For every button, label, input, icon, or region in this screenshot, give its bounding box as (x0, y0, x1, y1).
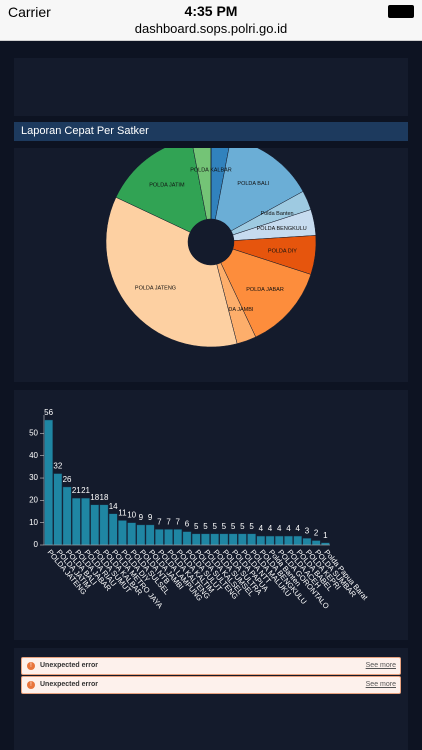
bar (238, 533, 247, 546)
data-label: 3 (305, 526, 310, 535)
pie-slice (105, 196, 238, 348)
battery (388, 5, 414, 18)
bar (321, 542, 330, 546)
y-tick-label: 30 (29, 473, 38, 482)
data-label: 7 (176, 517, 181, 526)
time: 4:35 PM (184, 3, 238, 19)
slice-label: POLDA JATIM (149, 183, 185, 189)
bar (81, 497, 90, 546)
slice-label: POLDA DIY (268, 248, 297, 254)
bar (62, 486, 72, 546)
y-tick-label: 50 (29, 429, 38, 438)
y-tick-label: 10 (29, 518, 38, 527)
error-message: Unexpected error (40, 662, 98, 669)
section-header: Laporan Cepat Per Satker (14, 122, 408, 141)
bar (201, 533, 210, 546)
data-label: 9 (148, 513, 153, 522)
data-label: 1 (323, 531, 328, 540)
bar (219, 533, 229, 546)
see-more-link[interactable]: See more (365, 681, 396, 688)
pie-slice (220, 248, 312, 338)
bar (228, 533, 238, 546)
bar (136, 524, 146, 546)
data-label: 14 (109, 502, 118, 511)
data-label: 4 (286, 524, 291, 533)
bar (182, 531, 192, 546)
slice-label: POLDA BALI (237, 181, 269, 187)
bar (53, 473, 63, 546)
data-label: 56 (44, 408, 53, 417)
error-icon: ! (27, 662, 35, 670)
status-bar: Carrier 4:35 PM dashboard.sops.polri.go.… (0, 0, 422, 41)
error-message: Unexpected error (40, 681, 98, 688)
data-label: 2 (314, 529, 319, 538)
bar (118, 520, 127, 546)
data-label: 6 (185, 520, 190, 529)
error-banner: ! Unexpected error See more (21, 657, 401, 675)
pie-chart: POLDA BALI Polda Banten POLDA BENGKULU POLD… (105, 136, 317, 348)
data-label: 21 (81, 486, 90, 495)
data-label: 4 (277, 524, 282, 533)
data-label: 18 (90, 493, 99, 502)
y-tick-label: 20 (29, 495, 38, 504)
slice-label: POLDA JABAR (246, 287, 284, 293)
slice-label: POLDA JATENG (135, 285, 176, 291)
data-label: 9 (139, 513, 144, 522)
bar (71, 497, 81, 546)
bar (108, 513, 118, 546)
bar (302, 538, 312, 546)
bar (173, 529, 183, 546)
data-label: 5 (194, 522, 199, 531)
carrier: Carrier (8, 4, 51, 20)
slice-label: POLDA BENGKULU (257, 226, 307, 232)
slice-label: POLDA JAMBI (217, 307, 254, 313)
y-tick-label: 0 (34, 540, 39, 549)
data-label: 26 (63, 475, 72, 484)
bar (274, 535, 284, 546)
data-label: 10 (127, 511, 136, 520)
data-label: 4 (259, 524, 264, 533)
data-label: 5 (203, 522, 208, 531)
data-label: 4 (268, 524, 273, 533)
slice-label: POLDA KALBAR (190, 167, 232, 173)
data-label: 5 (240, 522, 245, 531)
bar (155, 529, 164, 546)
bar (293, 535, 303, 546)
data-label: 5 (212, 522, 217, 531)
data-label: 18 (100, 493, 109, 502)
bar-panel: 0 10 20 30 40 50 56 POLDA JATENG 32 POLDA JATIM 26… (14, 390, 408, 640)
bar (145, 524, 155, 546)
bar (99, 504, 109, 546)
bar (247, 533, 256, 546)
data-label: 5 (249, 522, 254, 531)
error-banner: ! Unexpected error See more (21, 676, 401, 694)
data-label: 11 (118, 508, 127, 517)
pie-panel: POLDA BALI Polda Banten POLDA BENGKULU POLD… (14, 136, 408, 382)
slice-label: Polda Banten (261, 211, 294, 217)
data-label: 7 (157, 517, 162, 526)
bar (284, 535, 293, 546)
data-label: 5 (231, 522, 236, 531)
bar (265, 535, 275, 546)
bar (311, 540, 321, 546)
url[interactable]: dashboard.sops.polri.go.id (134, 21, 288, 36)
bar (164, 529, 173, 546)
data-label: 5 (222, 522, 227, 531)
data-label: 7 (166, 517, 171, 526)
bar (90, 504, 100, 546)
data-label: 32 (53, 462, 62, 471)
bar (191, 533, 201, 546)
data-label: 4 (295, 524, 300, 533)
error-icon: ! (27, 681, 35, 689)
panel (14, 58, 408, 116)
bar (210, 533, 219, 546)
see-more-link[interactable]: See more (365, 662, 396, 669)
bar (127, 522, 136, 546)
data-label: 21 (72, 486, 81, 495)
y-tick-label: 40 (29, 451, 38, 460)
bar (44, 419, 53, 546)
bar (256, 535, 266, 546)
